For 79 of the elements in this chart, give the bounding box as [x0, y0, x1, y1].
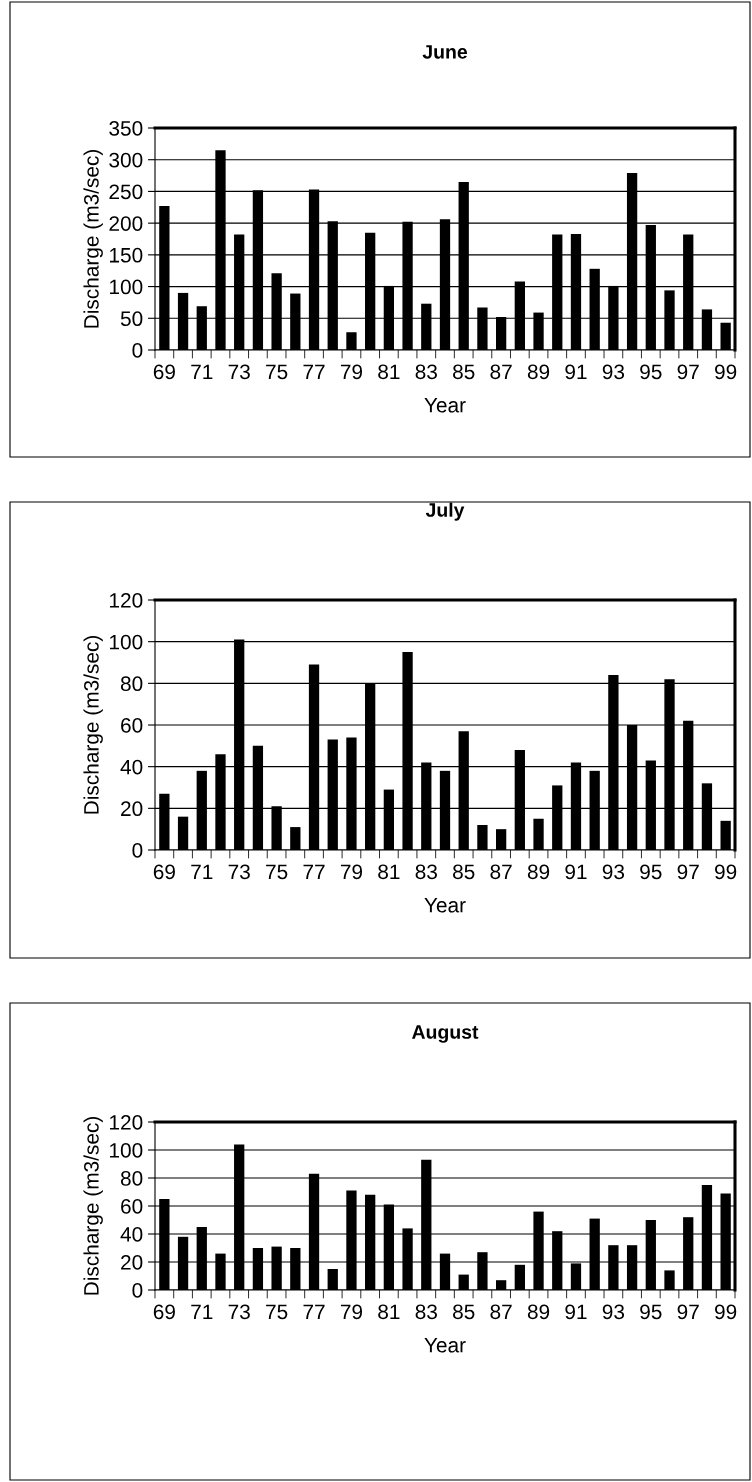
- y-tick-label: 20: [121, 801, 143, 817]
- x-axis-title: Year: [424, 897, 466, 913]
- y-axis-title: Discharge (m3/sec): [83, 149, 103, 328]
- x-tick-label: 91: [565, 864, 587, 880]
- x-tick-label: 81: [378, 1304, 400, 1320]
- x-tick-label: 93: [602, 364, 625, 380]
- x-tick-label: 75: [266, 864, 288, 880]
- x-tick-label: 85: [453, 864, 475, 880]
- x-tick-label: 79: [340, 864, 363, 880]
- x-axis-title: Year: [424, 397, 466, 413]
- chart-title: August: [412, 1025, 479, 1043]
- y-tick-label: 40: [120, 759, 143, 775]
- x-tick-label: 69: [153, 1304, 175, 1320]
- y-tick-label: 60: [121, 1199, 143, 1214]
- x-tick-label: 99: [715, 364, 737, 380]
- x-tick-label: 95: [640, 1304, 662, 1320]
- chart-title: June: [422, 45, 468, 59]
- x-tick-label: 95: [640, 364, 662, 380]
- x-tick-label: 81: [378, 364, 400, 380]
- y-tick-label: 60: [121, 718, 143, 733]
- x-tick-label: 95: [640, 864, 662, 880]
- x-tick-label: 97: [677, 364, 699, 380]
- x-tick-label: 97: [677, 864, 699, 880]
- x-tick-label: 87: [490, 1304, 512, 1320]
- y-tick-label: 100: [110, 634, 143, 650]
- x-tick-label: 75: [266, 364, 288, 380]
- y-tick-label: 150: [110, 247, 143, 263]
- chart-title: July: [425, 502, 465, 521]
- x-tick-label: 91: [565, 364, 587, 380]
- x-tick-label: 77: [303, 364, 325, 379]
- y-tick-label: 120: [110, 593, 143, 608]
- y-tick-label: 300: [109, 152, 143, 168]
- x-tick-label: 71: [191, 1304, 213, 1319]
- x-tick-label: 71: [191, 364, 213, 379]
- y-tick-label: 100: [110, 1143, 143, 1158]
- y-tick-label: 0: [132, 1283, 143, 1298]
- x-tick-label: 69: [153, 864, 175, 880]
- y-tick-label: 250: [109, 184, 143, 200]
- x-tick-label: 93: [602, 864, 625, 880]
- x-tick-label: 87: [490, 864, 512, 880]
- x-tick-label: 79: [340, 1304, 363, 1320]
- y-tick-label: 80: [120, 676, 143, 692]
- x-tick-label: 71: [191, 864, 213, 879]
- x-tick-label: 83: [415, 1304, 437, 1320]
- y-tick-label: 40: [120, 1227, 143, 1242]
- x-tick-label: 77: [303, 1304, 325, 1319]
- y-tick-label: 0: [132, 343, 143, 358]
- x-tick-label: 75: [266, 1304, 288, 1320]
- x-tick-label: 97: [677, 1304, 699, 1320]
- x-tick-label: 89: [527, 1304, 550, 1320]
- y-tick-label: 350: [109, 121, 143, 136]
- x-tick-label: 73: [228, 864, 250, 880]
- x-tick-label: 87: [490, 364, 512, 380]
- y-tick-label: 200: [109, 216, 143, 231]
- x-tick-label: 91: [565, 1304, 587, 1320]
- y-tick-label: 0: [132, 843, 143, 858]
- y-tick-label: 20: [121, 1255, 143, 1270]
- y-axis-title: Discharge (m3/sec): [83, 635, 103, 814]
- y-axis-title: Discharge (m3/sec): [83, 1116, 103, 1295]
- x-tick-label: 73: [228, 1304, 250, 1320]
- x-tick-label: 83: [415, 364, 437, 380]
- x-tick-label: 83: [415, 864, 437, 880]
- x-tick-label: 89: [527, 864, 550, 880]
- x-tick-label: 99: [715, 1304, 737, 1320]
- x-tick-label: 85: [453, 364, 475, 380]
- y-tick-label: 100: [110, 279, 143, 295]
- x-tick-label: 77: [303, 864, 325, 879]
- x-tick-label: 89: [527, 364, 550, 380]
- x-tick-label: 69: [153, 364, 175, 380]
- x-tick-label: 79: [340, 364, 363, 380]
- x-tick-label: 73: [228, 364, 250, 380]
- x-tick-label: 85: [453, 1304, 475, 1320]
- y-tick-label: 80: [120, 1171, 143, 1186]
- x-axis-title: Year: [424, 1337, 466, 1353]
- x-tick-label: 93: [602, 1304, 625, 1320]
- y-tick-label: 120: [110, 1115, 143, 1130]
- y-tick-label: 50: [120, 311, 143, 327]
- x-tick-label: 99: [715, 864, 737, 880]
- x-tick-label: 81: [378, 864, 400, 880]
